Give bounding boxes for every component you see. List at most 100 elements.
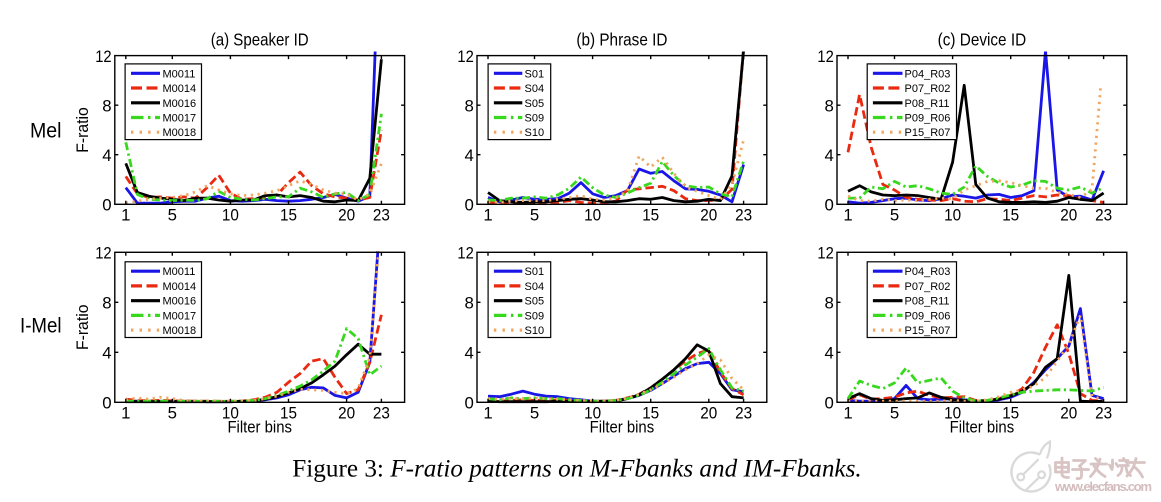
svg-text:20: 20 — [700, 206, 717, 225]
svg-text:M0018: M0018 — [163, 127, 197, 139]
svg-text:1: 1 — [483, 206, 492, 225]
svg-text:S10: S10 — [525, 127, 545, 139]
svg-text:8: 8 — [464, 96, 473, 115]
svg-text:10: 10 — [222, 206, 239, 225]
svg-text:P07_R02: P07_R02 — [905, 83, 951, 95]
svg-text:10: 10 — [944, 206, 961, 225]
svg-text:23: 23 — [735, 404, 752, 423]
svg-text:5: 5 — [890, 404, 899, 423]
svg-text:S01: S01 — [525, 68, 545, 80]
svg-text:0: 0 — [824, 394, 833, 413]
svg-text:Figure 3: F-ratio patterns on: Figure 3: F-ratio patterns on M-Fbanks a… — [292, 456, 861, 483]
svg-text:20: 20 — [338, 206, 355, 225]
svg-text:5: 5 — [530, 404, 539, 423]
svg-text:P08_R11: P08_R11 — [905, 98, 950, 110]
svg-text:M0017: M0017 — [163, 113, 197, 125]
svg-text:Filter bins: Filter bins — [227, 417, 292, 436]
svg-text:P04_R03: P04_R03 — [905, 266, 951, 278]
svg-text:S05: S05 — [525, 296, 545, 308]
svg-text:4: 4 — [464, 146, 473, 165]
svg-text:S10: S10 — [525, 325, 545, 337]
svg-text:15: 15 — [280, 404, 297, 423]
svg-text:8: 8 — [824, 96, 833, 115]
svg-text:23: 23 — [373, 404, 390, 423]
svg-text:8: 8 — [102, 294, 111, 313]
svg-text:20: 20 — [700, 404, 717, 423]
svg-text:5: 5 — [530, 206, 539, 225]
svg-text:5: 5 — [168, 206, 177, 225]
svg-text:1: 1 — [483, 404, 492, 423]
svg-text:1: 1 — [843, 404, 852, 423]
svg-text:4: 4 — [102, 344, 111, 363]
svg-text:F-ratio: F-ratio — [73, 305, 92, 351]
svg-text:S01: S01 — [525, 266, 545, 278]
svg-text:(c) Device ID: (c) Device ID — [938, 29, 1027, 49]
svg-text:P09_R06: P09_R06 — [905, 310, 951, 322]
svg-text:8: 8 — [102, 96, 111, 115]
svg-text:10: 10 — [584, 206, 601, 225]
svg-text:Filter bins: Filter bins — [950, 417, 1015, 436]
svg-text:12: 12 — [457, 47, 473, 66]
svg-text:20: 20 — [1060, 404, 1077, 423]
svg-text:23: 23 — [735, 206, 752, 225]
svg-text:1: 1 — [121, 206, 130, 225]
svg-text:4: 4 — [824, 344, 833, 363]
svg-text:10: 10 — [222, 404, 239, 423]
svg-text:S04: S04 — [525, 281, 545, 293]
svg-text:M0018: M0018 — [163, 325, 197, 337]
svg-text:Mel: Mel — [30, 120, 62, 143]
svg-text:Filter bins: Filter bins — [590, 417, 655, 436]
svg-text:15: 15 — [642, 206, 659, 225]
svg-text:10: 10 — [944, 404, 961, 423]
svg-text:23: 23 — [373, 206, 390, 225]
svg-text:15: 15 — [1002, 206, 1019, 225]
svg-text:I-Mel: I-Mel — [20, 315, 62, 338]
svg-text:M0011: M0011 — [163, 266, 196, 278]
svg-text:0: 0 — [102, 394, 111, 413]
svg-text:M0014: M0014 — [163, 281, 197, 293]
svg-text:12: 12 — [95, 244, 111, 263]
svg-text:M0014: M0014 — [163, 83, 197, 95]
svg-text:12: 12 — [817, 244, 833, 263]
svg-text:1: 1 — [121, 404, 130, 423]
svg-text:M0017: M0017 — [163, 310, 197, 322]
svg-text:12: 12 — [817, 47, 833, 66]
svg-text:S04: S04 — [525, 83, 545, 95]
svg-text:20: 20 — [338, 404, 355, 423]
svg-text:S09: S09 — [525, 310, 545, 322]
svg-text:(a) Speaker ID: (a) Speaker ID — [211, 29, 309, 49]
svg-text:4: 4 — [102, 146, 111, 165]
svg-text:P09_R06: P09_R06 — [905, 113, 951, 125]
svg-text:P07_R02: P07_R02 — [905, 281, 951, 293]
svg-text:M0016: M0016 — [163, 98, 197, 110]
svg-text:S09: S09 — [525, 113, 545, 125]
svg-text:S05: S05 — [525, 98, 545, 110]
svg-text:12: 12 — [95, 47, 111, 66]
svg-text:5: 5 — [168, 404, 177, 423]
svg-text:0: 0 — [464, 394, 473, 413]
svg-text:12: 12 — [457, 244, 473, 263]
svg-text:www.elecfans.com: www.elecfans.com — [1054, 479, 1152, 494]
svg-text:23: 23 — [1095, 206, 1112, 225]
svg-text:5: 5 — [890, 206, 899, 225]
svg-text:M0016: M0016 — [163, 296, 197, 308]
svg-text:P15_R07: P15_R07 — [905, 325, 951, 337]
svg-text:1: 1 — [843, 206, 852, 225]
svg-text:10: 10 — [584, 404, 601, 423]
svg-text:23: 23 — [1095, 404, 1112, 423]
svg-text:P08_R11: P08_R11 — [905, 296, 950, 308]
svg-text:0: 0 — [102, 196, 111, 215]
svg-text:0: 0 — [824, 196, 833, 215]
svg-text:8: 8 — [824, 294, 833, 313]
svg-text:0: 0 — [464, 196, 473, 215]
svg-text:F-ratio: F-ratio — [73, 107, 92, 153]
svg-text:15: 15 — [280, 206, 297, 225]
svg-text:(b) Phrase ID: (b) Phrase ID — [576, 29, 667, 49]
svg-text:M0011: M0011 — [163, 68, 196, 80]
svg-text:20: 20 — [1060, 206, 1077, 225]
svg-text:4: 4 — [824, 146, 833, 165]
svg-text:P15_R07: P15_R07 — [905, 127, 951, 139]
svg-text:15: 15 — [642, 404, 659, 423]
svg-text:15: 15 — [1002, 404, 1019, 423]
svg-text:8: 8 — [464, 294, 473, 313]
